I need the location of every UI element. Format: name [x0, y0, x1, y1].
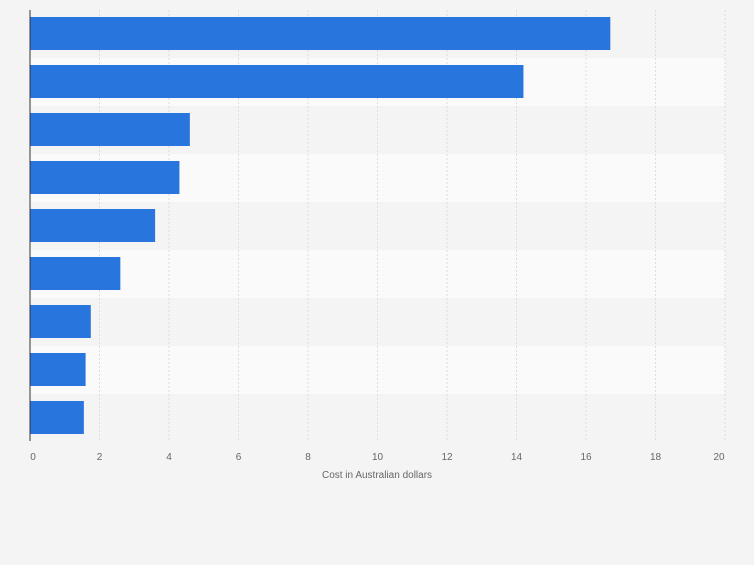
bar[interactable] — [30, 161, 180, 194]
bar[interactable] — [30, 401, 84, 434]
bar[interactable] — [30, 17, 611, 50]
x-tick-label: 4 — [166, 452, 172, 463]
x-tick-label: 12 — [441, 452, 453, 463]
bar[interactable] — [30, 305, 91, 338]
x-tick-label: 14 — [511, 452, 523, 463]
bar[interactable] — [30, 65, 524, 98]
x-axis-title: Cost in Australian dollars — [322, 470, 432, 481]
x-tick-label: 18 — [650, 452, 662, 463]
x-tick-labels: 0 2 4 6 8 10 12 14 16 18 20 — [30, 452, 725, 463]
bar[interactable] — [30, 113, 190, 146]
x-tick-label: 2 — [97, 452, 103, 463]
bar[interactable] — [30, 209, 156, 242]
bar[interactable] — [30, 353, 86, 386]
x-tick-label: 0 — [30, 452, 36, 463]
x-tick-label: 6 — [236, 452, 242, 463]
x-tick-label: 10 — [372, 452, 384, 463]
bar[interactable] — [30, 257, 121, 290]
x-tick-label: 16 — [580, 452, 592, 463]
x-tick-label: 8 — [305, 452, 311, 463]
bars — [30, 17, 611, 434]
x-tick-label: 20 — [713, 452, 725, 463]
